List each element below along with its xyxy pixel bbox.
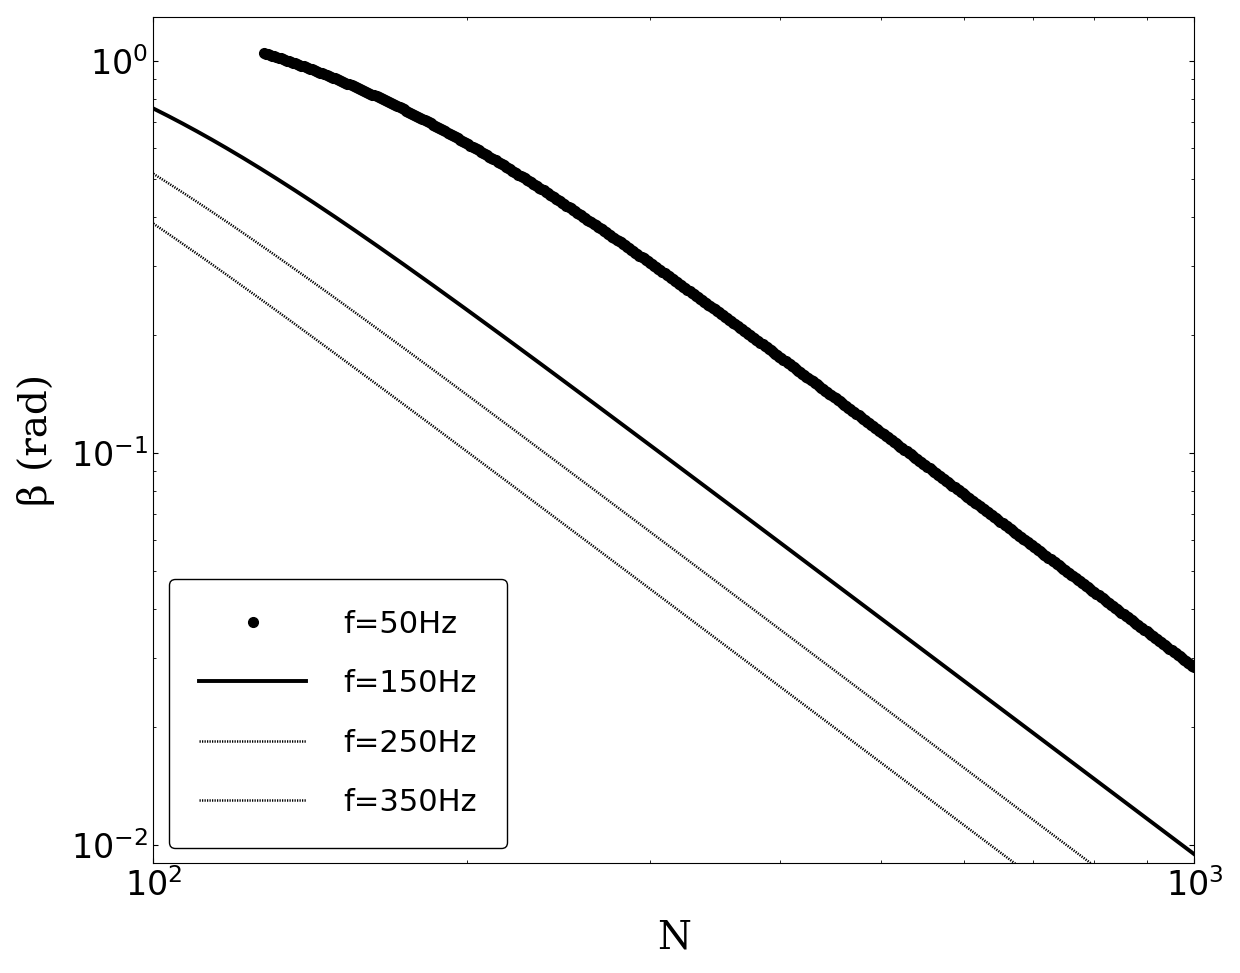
f=150Hz (709, 489, 724, 501)
f=50Hz (273, 53, 288, 64)
f=50Hz (257, 48, 272, 59)
f=350Hz (999, 851, 1014, 863)
f=250Hz (640, 524, 655, 536)
f=50Hz (1187, 662, 1202, 673)
f=150Hz (146, 102, 161, 114)
f=250Hz (146, 168, 161, 180)
f=150Hz (1187, 848, 1202, 860)
f=350Hz (146, 218, 161, 230)
f=350Hz (646, 586, 661, 597)
f=250Hz (709, 576, 724, 588)
f=250Hz (765, 618, 780, 630)
f=50Hz (697, 296, 712, 307)
f=50Hz (660, 269, 675, 280)
Line: f=350Hz: f=350Hz (154, 224, 1194, 973)
Line: f=150Hz: f=150Hz (154, 108, 1194, 854)
f=250Hz (646, 529, 661, 541)
X-axis label: N: N (657, 919, 691, 956)
f=350Hz (765, 675, 780, 687)
Y-axis label: β (rad): β (rad) (16, 374, 55, 506)
f=250Hz (1187, 935, 1202, 947)
f=150Hz (640, 438, 655, 450)
Line: f=50Hz: f=50Hz (259, 49, 1199, 672)
f=350Hz (640, 582, 655, 594)
f=50Hz (895, 443, 910, 454)
Line: f=250Hz: f=250Hz (154, 174, 1194, 941)
f=50Hz (817, 384, 832, 396)
f=50Hz (985, 510, 999, 522)
Legend: f=50Hz, f=150Hz, f=250Hz, f=350Hz: f=50Hz, f=150Hz, f=250Hz, f=350Hz (169, 579, 507, 847)
f=350Hz (709, 633, 724, 645)
f=150Hz (765, 531, 780, 543)
f=250Hz (999, 794, 1014, 806)
f=150Hz (646, 443, 661, 454)
f=150Hz (1162, 830, 1177, 842)
f=150Hz (999, 707, 1014, 719)
f=250Hz (1162, 917, 1177, 928)
